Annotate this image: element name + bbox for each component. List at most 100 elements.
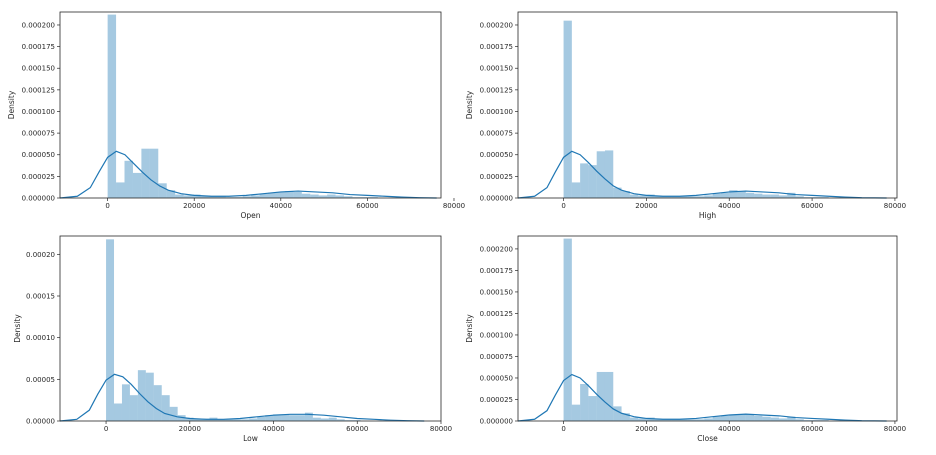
histogram-bar bbox=[281, 414, 290, 421]
x-tick-label: 0 bbox=[105, 202, 109, 210]
y-tick-label: 0.000100 bbox=[480, 108, 513, 116]
histogram-bar bbox=[679, 196, 688, 198]
histogram-bar bbox=[225, 197, 235, 198]
histogram-bar bbox=[687, 419, 697, 421]
histogram-bar bbox=[175, 194, 184, 198]
histogram-bar bbox=[737, 191, 746, 198]
x-tick-label: 0 bbox=[561, 425, 565, 433]
axes-frame bbox=[517, 11, 898, 199]
y-tick-label: 0.00005 bbox=[26, 376, 55, 384]
x-tick-label: 40000 bbox=[718, 425, 740, 433]
histogram-bar bbox=[588, 396, 597, 421]
histogram-bar bbox=[344, 420, 353, 421]
subplot-low: 0 20000 40000 60000 80000 0.00000 0.00005 0.000… bbox=[13, 235, 452, 443]
histogram-bar bbox=[149, 148, 159, 198]
histogram-bar bbox=[671, 419, 680, 421]
histogram-bar bbox=[161, 395, 170, 421]
histogram-bar bbox=[729, 190, 738, 198]
axes-frame bbox=[59, 235, 442, 422]
histogram-bar bbox=[259, 193, 269, 198]
histogram-bar bbox=[352, 197, 361, 198]
x-tick-label: 20000 bbox=[183, 202, 205, 210]
histogram-bar bbox=[621, 191, 630, 198]
subplot-open: 0 20000 40000 60000 80000 0.000000 0.000025 0.0… bbox=[7, 11, 465, 220]
y-tick-label: 0.000075 bbox=[480, 353, 513, 361]
histogram-bar bbox=[344, 196, 353, 198]
histogram-bar bbox=[183, 195, 193, 198]
x-tick-label: 60000 bbox=[356, 202, 378, 210]
histogram-bar bbox=[778, 418, 788, 421]
histogram-bar bbox=[310, 194, 319, 198]
y-axis-label: Density bbox=[465, 90, 474, 119]
x-tick-label: 80000 bbox=[443, 202, 465, 210]
histogram-bar bbox=[795, 419, 804, 421]
kde-line bbox=[517, 150, 887, 199]
histogram-bar bbox=[284, 191, 294, 198]
y-axis-label: Density bbox=[13, 314, 22, 343]
histogram-bar bbox=[604, 150, 614, 198]
histogram-bar bbox=[241, 419, 250, 421]
x-tick-label: 80000 bbox=[884, 202, 906, 210]
x-tick-label: 20000 bbox=[635, 425, 657, 433]
x-axis-label: High bbox=[699, 211, 716, 220]
histogram-bar bbox=[770, 417, 779, 421]
histogram-bar bbox=[571, 182, 581, 198]
histogram-bar bbox=[107, 14, 117, 198]
histogram-bar bbox=[145, 372, 154, 421]
histogram-bar bbox=[613, 187, 622, 198]
histogram-bar bbox=[671, 196, 680, 198]
histogram-bar bbox=[327, 194, 336, 198]
histogram-bar bbox=[704, 418, 713, 421]
histogram-bar bbox=[662, 419, 672, 421]
y-tick-label: 0.000050 bbox=[480, 151, 513, 159]
histogram-bar bbox=[745, 192, 755, 198]
histogram-bar bbox=[737, 414, 746, 421]
histogram-bar bbox=[820, 420, 829, 421]
x-axis-label: Close bbox=[697, 434, 718, 443]
histogram-bar bbox=[268, 192, 277, 198]
y-tick-label: 0.00000 bbox=[26, 418, 55, 426]
histogram-bar bbox=[360, 197, 370, 198]
histogram-bar bbox=[812, 197, 821, 198]
y-tick-label: 0.000025 bbox=[480, 396, 513, 404]
histogram-bar bbox=[257, 416, 266, 421]
histogram-bar bbox=[596, 371, 605, 421]
histogram-bar bbox=[217, 419, 226, 421]
histogram-bar bbox=[662, 196, 672, 198]
y-tick-label: 0.000125 bbox=[480, 310, 513, 318]
histogram-bar bbox=[328, 417, 337, 421]
histogram-bar bbox=[580, 384, 589, 421]
histogram-bar bbox=[249, 418, 258, 421]
x-tick-label: 20000 bbox=[179, 425, 201, 433]
x-tick-label: 40000 bbox=[262, 425, 284, 433]
histogram-bar bbox=[153, 385, 162, 421]
histogram-bar bbox=[304, 412, 313, 421]
y-tick-label: 0.000075 bbox=[480, 130, 513, 138]
x-tick-label: 0 bbox=[104, 425, 108, 433]
y-tick-label: 0.000175 bbox=[480, 267, 513, 275]
histogram-bar bbox=[312, 417, 321, 421]
histogram-bar bbox=[192, 194, 201, 198]
histogram-bar bbox=[106, 239, 115, 421]
axes-frame bbox=[517, 235, 898, 422]
histogram-bar bbox=[762, 194, 771, 198]
histogram-bar bbox=[629, 194, 639, 198]
y-tick-label: 0.000025 bbox=[22, 173, 55, 181]
y-tick-label: 0.000125 bbox=[22, 86, 55, 94]
histogram-bar bbox=[712, 193, 721, 198]
histogram-bar bbox=[613, 406, 622, 421]
y-tick-label: 0.000200 bbox=[480, 245, 513, 253]
histogram-bar bbox=[720, 415, 730, 421]
histogram-bar bbox=[778, 195, 788, 198]
histogram-bar bbox=[293, 191, 302, 198]
x-tick-label: 60000 bbox=[346, 425, 368, 433]
histogram-bar bbox=[289, 415, 297, 421]
histogram-bar bbox=[296, 415, 305, 421]
y-tick-label: 0.00020 bbox=[26, 251, 55, 259]
histogram-bar bbox=[687, 196, 697, 198]
histogram-bar bbox=[251, 195, 260, 198]
histogram-bar bbox=[795, 196, 804, 198]
histogram-bar bbox=[729, 414, 738, 421]
x-tick-label: 40000 bbox=[270, 202, 292, 210]
x-axis-label: Low bbox=[243, 434, 258, 443]
